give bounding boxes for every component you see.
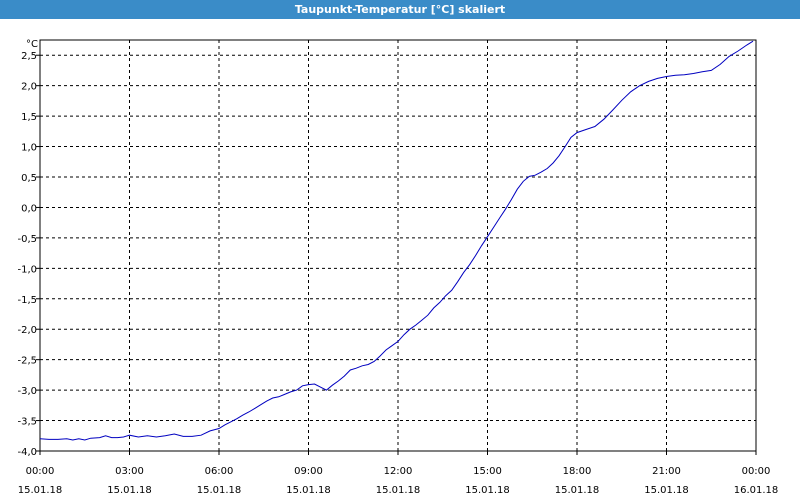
x-tick-time-label: 00:00 <box>742 466 771 477</box>
chart-title: Taupunkt-Temperatur [°C] skaliert <box>0 0 800 19</box>
y-tick-label: -3,0 <box>17 386 37 397</box>
y-tick-label: -2,5 <box>17 356 37 367</box>
y-tick-label: 1,5 <box>21 112 37 123</box>
x-tick-time-label: 06:00 <box>205 466 234 477</box>
x-tick-time-label: 00:00 <box>26 466 55 477</box>
y-tick-label: 0,0 <box>21 203 37 214</box>
series-layer <box>39 40 754 441</box>
x-tick-labels: 00:00 15.01.18 03:00 15.01.18 06:00 15.01.18 0… <box>18 466 779 496</box>
y-tick-label: 2,5 <box>21 51 37 62</box>
x-tick-time-label: 21:00 <box>652 466 681 477</box>
plot-frame <box>39 39 757 452</box>
y-axis-unit-label: °C <box>26 39 38 50</box>
y-tick-label: 2,0 <box>21 82 37 93</box>
y-tick-label: -3,5 <box>17 417 37 428</box>
chart-svg: °C 2,5 2,0 1,5 1,0 0,5 0,0 -0,5 -1,0 -1,5 -2,0 -2,… <box>17 39 779 496</box>
y-tick-label: 0,5 <box>21 173 37 184</box>
y-tick-label: 1,0 <box>21 143 37 154</box>
y-tick-label: -2,0 <box>17 325 37 336</box>
x-tick-time-label: 09:00 <box>294 466 323 477</box>
x-tick-date-label: 15.01.18 <box>197 485 242 496</box>
x-tick-date-label: 15.01.18 <box>376 485 421 496</box>
x-tick-time-label: 12:00 <box>384 466 413 477</box>
y-tick-labels: 2,5 2,0 1,5 1,0 0,5 0,0 -0,5 -1,0 -1,5 -2,0 -2,5 -3… <box>17 51 37 458</box>
x-tick-date-label: 15.01.18 <box>107 485 152 496</box>
x-tick-time-label: 03:00 <box>115 466 144 477</box>
x-tick-date-label: 15.01.18 <box>644 485 689 496</box>
x-tick-date-label: 15.01.18 <box>555 485 600 496</box>
x-tick-date-label: 15.01.18 <box>465 485 510 496</box>
x-tick-time-label: 15:00 <box>473 466 502 477</box>
y-tick-label: -1,5 <box>17 295 37 306</box>
y-tick-label: -4,0 <box>17 447 37 458</box>
x-tick-date-label: 15.01.18 <box>18 485 63 496</box>
grid-lines <box>36 40 757 455</box>
x-tick-time-label: 18:00 <box>563 466 592 477</box>
y-tick-label: -0,5 <box>17 234 37 245</box>
x-tick-date-label: 15.01.18 <box>286 485 331 496</box>
series-line <box>39 40 754 441</box>
x-tick-date-label: 16.01.18 <box>734 485 779 496</box>
y-tick-label: -1,0 <box>17 264 37 275</box>
